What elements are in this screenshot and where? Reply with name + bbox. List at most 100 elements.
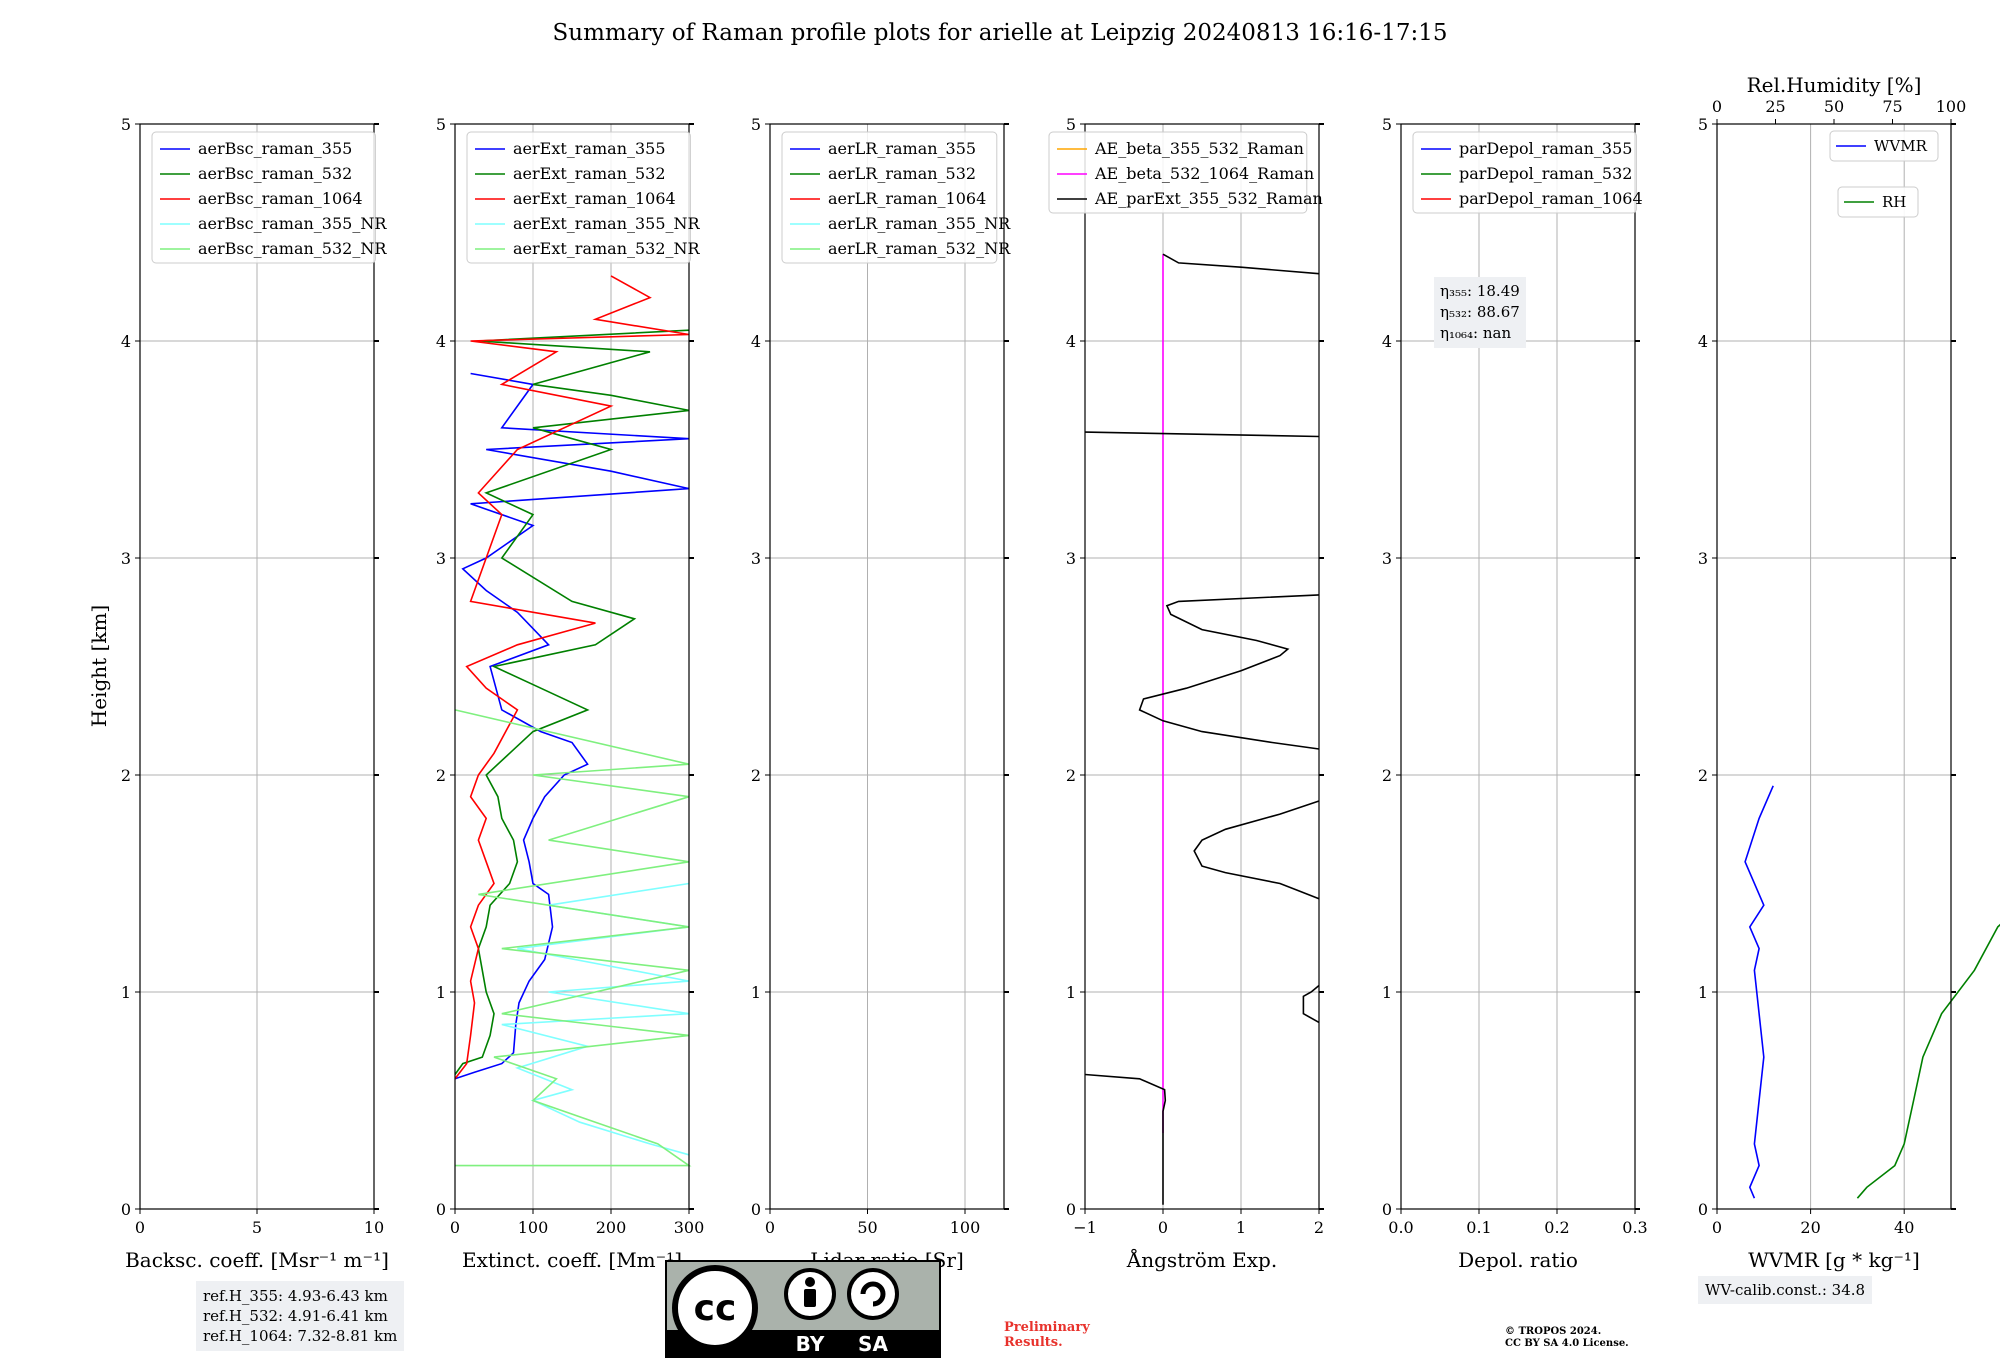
series-line	[501, 882, 690, 1156]
y-tick-label: 4	[1066, 332, 1076, 351]
panel-3	[765, 123, 1009, 1214]
x-axis-label: Backsc. coeff. [Msr⁻¹ m⁻¹]	[125, 1248, 389, 1272]
copyright-line1: © TROPOS 2024.	[1505, 1326, 1602, 1337]
y-axis-label: Height [km]	[87, 605, 111, 727]
y-tick-label: 3	[751, 549, 761, 568]
x-tick-label: 0	[765, 1218, 775, 1237]
legend-wvmr	[1829, 130, 1939, 162]
ref-h-355: ref.H_355: 4.93-6.43 km	[203, 1287, 388, 1305]
y-tick-label: 2	[436, 766, 446, 785]
x-tick-label: 100	[950, 1218, 981, 1237]
x-tick-label: 5	[252, 1218, 262, 1237]
y-tick-label: 2	[1066, 766, 1076, 785]
y-tick-label: 4	[1382, 332, 1392, 351]
x2-tick-label: 100	[1936, 97, 1967, 116]
legend	[1412, 131, 1637, 214]
legend-entry: aerBsc_raman_355	[198, 139, 352, 158]
x-axis-label: Ångström Exp.	[1126, 1247, 1277, 1272]
y-tick-label: 5	[1382, 115, 1392, 134]
y-tick-label: 1	[121, 983, 131, 1002]
legend-box	[151, 131, 376, 264]
x-tick-label: 1	[1236, 1218, 1246, 1237]
axes-frame	[1084, 123, 1320, 1210]
series-line	[1084, 431, 1320, 438]
legend-entry: aerExt_raman_532	[513, 164, 666, 183]
ref-h-532: ref.H_532: 4.91-6.41 km	[203, 1307, 388, 1325]
legend-entry: aerLR_raman_355_NR	[828, 214, 1011, 233]
y-tick-label: 1	[1066, 983, 1076, 1002]
y-tick-label: 5	[1698, 115, 1708, 134]
legend-entry: aerLR_raman_355	[828, 139, 976, 158]
series-line	[454, 329, 690, 1075]
y-tick-label: 1	[436, 983, 446, 1002]
legend-entry: aerLR_raman_1064	[828, 189, 986, 208]
y-tick-label: 2	[751, 766, 761, 785]
ref-h-1064: ref.H_1064: 7.32-8.81 km	[203, 1327, 398, 1345]
x-tick-label: 0	[135, 1218, 145, 1237]
cc-logo-text: cc	[694, 1288, 737, 1329]
y-tick-label: 5	[121, 115, 131, 134]
legend-entry: WVMR	[1874, 137, 1928, 155]
legend-entry: aerExt_raman_355	[513, 139, 666, 158]
axes-frame	[1400, 123, 1636, 1210]
y-tick-label: 4	[751, 332, 761, 351]
preliminary-line2: Results.	[1004, 1335, 1063, 1350]
y-tick-label: 2	[121, 766, 131, 785]
x-tick-label: 40	[1894, 1218, 1914, 1237]
sa-share-icon	[847, 1268, 899, 1320]
legend-box	[466, 131, 691, 264]
y-tick-label: 5	[751, 115, 761, 134]
x2-tick-label: 50	[1824, 97, 1844, 116]
x-axis-label: Depol. ratio	[1458, 1248, 1578, 1272]
x-tick-label: 2	[1314, 1218, 1324, 1237]
x-tick-label: 0.1	[1466, 1218, 1491, 1237]
eta-box: η₃₅₅: 18.49 η₅₃₂: 88.67 η₁₀₆₄: nan	[1434, 277, 1526, 348]
legend-box	[1412, 131, 1637, 214]
y-tick-label: 3	[1698, 549, 1708, 568]
y-tick-label: 0	[751, 1200, 761, 1219]
x-tick-label: 0.0	[1388, 1218, 1413, 1237]
legend-entry: aerLR_raman_532	[828, 164, 976, 183]
x-tick-label: 0.3	[1622, 1218, 1647, 1237]
y-tick-label: 0	[436, 1200, 446, 1219]
x2-axis-label: Rel.Humidity [%]	[1747, 73, 1922, 97]
eta-355: η₃₅₅: 18.49	[1440, 282, 1520, 300]
legend	[466, 131, 691, 264]
legend-entry: aerExt_raman_532_NR	[513, 239, 701, 258]
copyright-note: © TROPOS 2024. CC BY SA 4.0 License.	[1505, 1326, 1629, 1350]
legend-entry: aerExt_raman_355_NR	[513, 214, 701, 233]
x-tick-label: 20	[1800, 1218, 1820, 1237]
y-tick-label: 3	[121, 549, 131, 568]
y-tick-label: 1	[1382, 983, 1392, 1002]
legend-entry: aerBsc_raman_532	[198, 164, 352, 183]
preliminary-note: Preliminary Results.	[1004, 1320, 1090, 1350]
ref-height-box: ref.H_355: 4.93-6.43 km ref.H_532: 4.91-…	[196, 1281, 405, 1351]
wv-calib-box: WV-calib.const.: 34.8	[1698, 1276, 1873, 1304]
legend-entry: AE_parExt_355_532_Raman	[1094, 189, 1323, 208]
series-line	[1744, 785, 1774, 1199]
x2-tick-label: 0	[1712, 97, 1722, 116]
y-tick-label: 4	[121, 332, 131, 351]
series-line	[1162, 253, 1320, 275]
legend	[781, 131, 998, 264]
x-tick-label: 0	[1712, 1218, 1722, 1237]
axes-frame	[769, 123, 1005, 1210]
legend-box	[1048, 131, 1308, 214]
legend-entry: aerBsc_raman_532_NR	[198, 239, 387, 258]
y-tick-label: 5	[436, 115, 446, 134]
axes-frame	[454, 123, 690, 1210]
cc-by-label: BY	[796, 1332, 825, 1356]
panel-2	[450, 123, 694, 1214]
y-tick-label: 2	[1382, 766, 1392, 785]
legend-entry: parDepol_raman_532	[1459, 164, 1632, 183]
series-line	[1138, 594, 1320, 750]
x-tick-label: 50	[857, 1218, 877, 1237]
y-tick-label: 0	[1066, 1200, 1076, 1219]
y-tick-label: 3	[436, 549, 446, 568]
legend-entry: AE_beta_532_1064_Raman	[1094, 164, 1314, 183]
legend	[1048, 131, 1308, 214]
x-tick-label: 10	[364, 1218, 384, 1237]
axes-frame	[1716, 123, 1952, 1210]
legend-rh	[1837, 186, 1919, 218]
